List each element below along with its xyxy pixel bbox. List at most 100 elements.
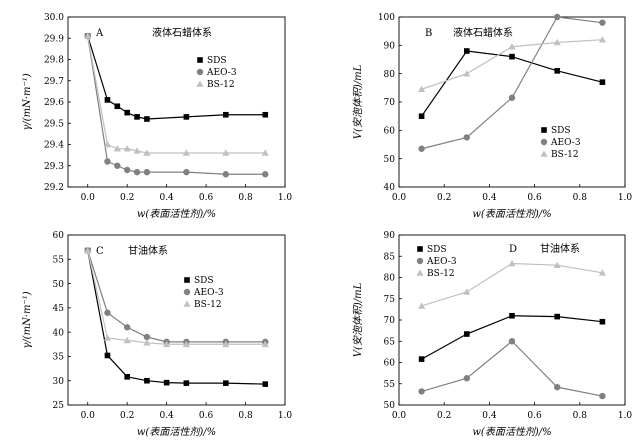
x-tick-label: 1.0 bbox=[278, 411, 293, 421]
y-tick-label: 29.5 bbox=[44, 119, 64, 129]
chart-panel-a: 0.0 0.2 0.4 0.6 0.8 1.0 29.2 29.3 29.4 29.5 29.6 29… bbox=[22, 13, 292, 220]
data-point-sds bbox=[599, 318, 606, 325]
series-bs-12 bbox=[418, 259, 606, 309]
data-point-aeo-3 bbox=[508, 94, 516, 101]
y-tick-label: 80 bbox=[384, 274, 396, 284]
x-tick-label: 0.6 bbox=[199, 193, 214, 203]
series-sds bbox=[418, 48, 606, 119]
y-tick-label: 70 bbox=[384, 98, 396, 108]
series-bs-12 bbox=[84, 32, 269, 156]
legend-label-bs-12: BS-12 bbox=[194, 300, 222, 310]
system-label: 甘油体系 bbox=[128, 244, 168, 257]
x-tick-label: 0.6 bbox=[199, 411, 214, 421]
data-point-bs-12 bbox=[508, 259, 516, 267]
chart-panel-d: 0.0 0.2 0.4 0.6 0.8 1.0 50 55 60 65 70 75 80 85 90 w(表面… bbox=[352, 231, 632, 438]
data-point-bs-12 bbox=[463, 70, 471, 77]
y-tick-label: 100 bbox=[378, 13, 395, 23]
series-sds bbox=[84, 247, 269, 387]
data-point-bs-12 bbox=[143, 149, 151, 156]
series-sds bbox=[418, 312, 606, 362]
y-tick-label: 55 bbox=[384, 380, 396, 390]
data-point-bs-12 bbox=[84, 246, 92, 254]
x-tick-label: 0.4 bbox=[159, 193, 174, 203]
x-axis-label: w(表面活性剂)/% bbox=[472, 426, 551, 438]
data-point-sds bbox=[183, 114, 190, 120]
x-tick-label: 0.4 bbox=[482, 193, 497, 203]
y-tick-label: 29.7 bbox=[44, 77, 64, 87]
y-tick-label: 50 bbox=[384, 401, 396, 411]
data-point-aeo-3 bbox=[183, 168, 190, 176]
series-line-bs-12 bbox=[87, 250, 266, 345]
x-tick-label: 0.0 bbox=[81, 411, 96, 421]
data-point-bs-12 bbox=[163, 340, 171, 348]
plot-frame bbox=[67, 234, 286, 406]
data-point-bs-12 bbox=[222, 340, 230, 348]
y-tick-label: 80 bbox=[384, 70, 396, 80]
data-point-bs-12 bbox=[123, 145, 131, 152]
y-tick-label: 30 bbox=[53, 377, 65, 387]
data-point-sds bbox=[464, 48, 470, 54]
x-tick-label: 0.4 bbox=[159, 411, 174, 421]
legend-marker-aeo-3 bbox=[416, 257, 424, 265]
series-line-bs-12 bbox=[87, 36, 266, 154]
data-point-bs-12 bbox=[463, 288, 471, 295]
data-point-sds bbox=[163, 379, 170, 386]
data-point-bs-12 bbox=[418, 302, 426, 309]
y-tick-label: 29.6 bbox=[44, 98, 64, 108]
data-point-sds bbox=[223, 111, 229, 118]
x-axis-label: w(表面活性剂)/% bbox=[472, 208, 551, 220]
x-tick-label: 0.0 bbox=[392, 411, 407, 421]
y-axis-label: V(安泡体积)/mL bbox=[352, 282, 364, 357]
x-tick-label: 0.2 bbox=[120, 411, 134, 421]
data-point-aeo-3 bbox=[104, 309, 111, 316]
data-point-sds bbox=[183, 380, 190, 386]
series-line-sds bbox=[87, 250, 266, 385]
legend-marker-bs-12 bbox=[540, 150, 548, 157]
legend-marker-aeo-3 bbox=[196, 68, 204, 76]
panel-letter: B bbox=[425, 28, 432, 39]
y-axis-label: V(安泡体积)/mL bbox=[352, 64, 364, 139]
series-aeo-3 bbox=[418, 338, 606, 400]
y-tick-label: 29.9 bbox=[44, 34, 64, 44]
data-point-sds bbox=[554, 68, 560, 74]
data-point-aeo-3 bbox=[554, 13, 561, 21]
data-point-sds bbox=[104, 352, 111, 359]
data-point-sds bbox=[418, 113, 425, 119]
y-tick-label: 29.4 bbox=[44, 141, 64, 151]
data-point-bs-12 bbox=[261, 340, 269, 348]
legend-label-sds: SDS bbox=[551, 126, 571, 136]
panel-letter: C bbox=[96, 246, 104, 257]
legend-marker-bs-12 bbox=[196, 80, 204, 87]
data-point-aeo-3 bbox=[262, 171, 269, 178]
data-point-aeo-3 bbox=[222, 171, 230, 178]
chart-panel-b: 0.0 0.2 0.4 0.6 0.8 1.0 40 50 60 70 80 90 100 w(表面活性剂… bbox=[352, 13, 632, 220]
system-label: 液体石蜡体系 bbox=[152, 26, 212, 39]
x-axis-label: w(表面活性剂)/% bbox=[137, 208, 216, 220]
y-tick-label: 25 bbox=[53, 401, 65, 411]
legend-label-aeo-3: AEO-3 bbox=[550, 138, 581, 148]
data-point-sds bbox=[114, 103, 121, 110]
y-axis-label: γ/(mN·m⁻¹) bbox=[22, 73, 33, 130]
data-point-aeo-3 bbox=[114, 162, 121, 169]
x-tick-label: 1.0 bbox=[618, 411, 633, 421]
data-point-bs-12 bbox=[222, 149, 230, 156]
data-point-bs-12 bbox=[598, 269, 606, 276]
data-point-bs-12 bbox=[113, 145, 121, 152]
x-tick-label: 1.0 bbox=[278, 193, 293, 203]
data-point-sds bbox=[262, 381, 269, 387]
data-point-sds bbox=[134, 114, 140, 120]
legend-label-bs-12: BS-12 bbox=[207, 80, 235, 90]
data-point-sds bbox=[124, 374, 130, 380]
y-tick-label: 70 bbox=[384, 316, 396, 326]
legend-marker-bs-12 bbox=[183, 300, 191, 307]
x-tick-label: 0.8 bbox=[573, 193, 588, 203]
legend-marker-sds bbox=[197, 57, 203, 63]
data-point-bs-12 bbox=[261, 149, 269, 156]
data-point-aeo-3 bbox=[599, 392, 606, 400]
data-point-aeo-3 bbox=[418, 388, 425, 395]
legend-marker-sds bbox=[184, 277, 190, 283]
series-line-sds bbox=[421, 50, 603, 117]
legend-label-aeo-3: AEO-3 bbox=[193, 288, 224, 298]
legend-label-sds: SDS bbox=[427, 245, 447, 255]
legend-marker-aeo-3 bbox=[183, 288, 191, 296]
